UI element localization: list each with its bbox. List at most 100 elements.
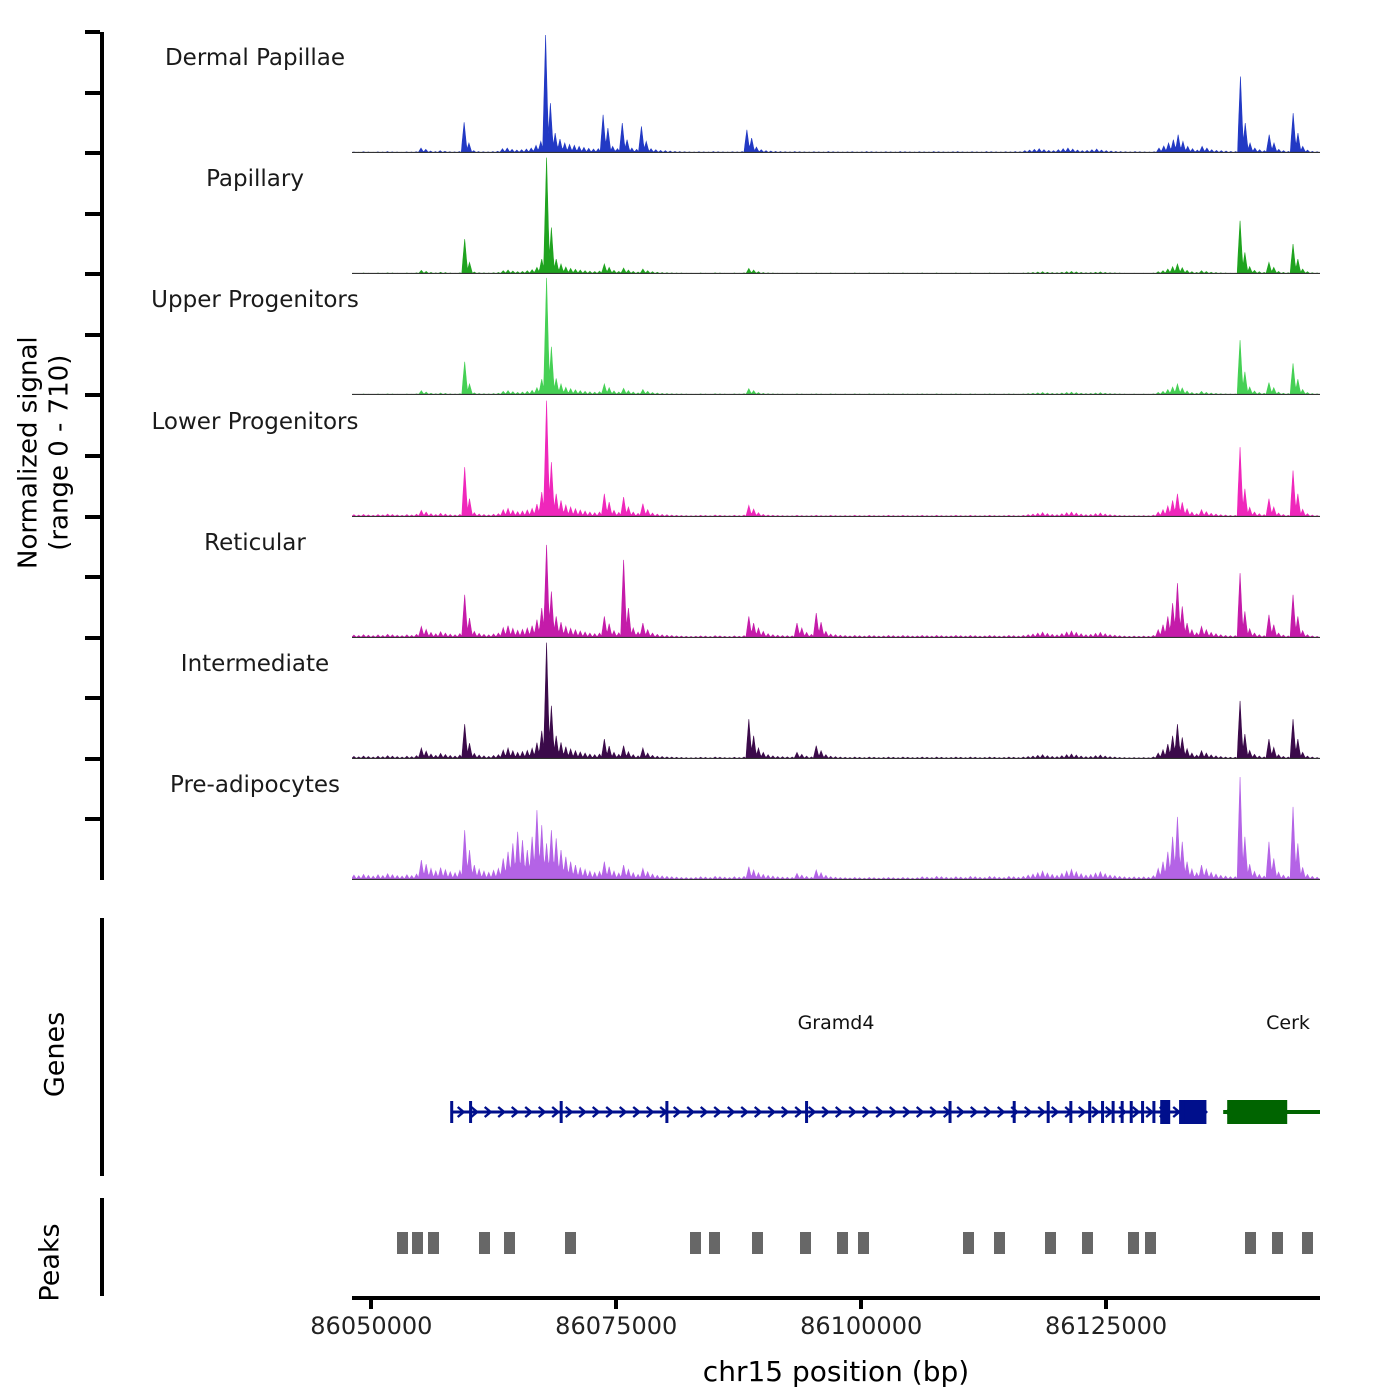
strand-arrow-icon	[699, 1106, 709, 1118]
gene-label-gramd4: Gramd4	[797, 1012, 875, 1034]
peak-block	[1081, 1232, 1093, 1254]
gene-exon	[1046, 1101, 1050, 1123]
peak-block	[1144, 1232, 1156, 1254]
track-label-upper-progenitors: Upper Progenitors	[151, 287, 359, 314]
strand-arrow-icon	[1077, 1106, 1087, 1118]
signal-area	[352, 642, 1320, 759]
peak-block	[993, 1232, 1005, 1254]
x-axis-tick	[859, 1296, 864, 1309]
signal-area-svg	[352, 642, 1320, 759]
gene-label-cerk: Cerk	[1266, 1012, 1310, 1034]
gene-exon	[1227, 1100, 1288, 1124]
x-axis-spine	[352, 1296, 1320, 1300]
peak-blocks-track	[352, 1232, 1320, 1260]
signal-area	[352, 776, 1320, 880]
gene-exon	[1101, 1101, 1105, 1123]
gene-exon	[1012, 1101, 1016, 1123]
y-axis-tick	[85, 393, 100, 398]
strand-arrow-icon	[861, 1106, 871, 1118]
y-axis-tick	[85, 272, 100, 277]
peak-block	[1271, 1232, 1283, 1254]
strand-arrow-icon	[780, 1106, 790, 1118]
signal-track-lower-progenitors	[352, 399, 1320, 517]
strand-arrow-icon	[1145, 1106, 1155, 1118]
signal-area-svg	[352, 35, 1320, 154]
y-axis-tick	[85, 514, 100, 519]
peak-block	[800, 1232, 812, 1254]
signal-y-axis-spine	[100, 32, 104, 880]
peak-block	[1045, 1232, 1057, 1254]
gene-exon	[1141, 1101, 1145, 1123]
strand-arrow-icon	[686, 1106, 696, 1118]
signal-area-svg	[352, 544, 1320, 638]
peak-block	[858, 1232, 870, 1254]
peak-block	[428, 1232, 440, 1254]
signal-area	[352, 35, 1320, 154]
strand-arrow-icon	[740, 1106, 750, 1118]
signal-track-dermal-papillae	[352, 35, 1320, 154]
gene-exon	[805, 1101, 809, 1123]
y-axis-tick	[85, 454, 100, 458]
peak-block	[396, 1232, 408, 1254]
track-label-papillary: Papillary	[206, 166, 304, 193]
gene-exon	[1152, 1101, 1156, 1123]
peak-block	[412, 1232, 424, 1254]
x-axis-label: chr15 position (bp)	[702, 1355, 970, 1388]
strand-arrow-icon	[996, 1106, 1006, 1118]
genes-panel-label: Genes	[39, 1011, 71, 1098]
gene-models-svg	[450, 1100, 1320, 1124]
x-axis-tick	[614, 1296, 619, 1309]
strand-arrow-icon	[618, 1106, 628, 1118]
strand-arrow-icon	[645, 1106, 655, 1118]
peaks-panel-spine	[100, 1198, 104, 1296]
signal-track-papillary	[352, 156, 1320, 275]
x-axis-tick-label: 86050000	[310, 1312, 433, 1340]
peak-block	[689, 1232, 701, 1254]
y-axis-tick	[85, 756, 100, 761]
strand-arrow-icon	[564, 1106, 574, 1118]
strand-arrow-icon	[767, 1106, 777, 1118]
strand-arrow-icon	[956, 1106, 966, 1118]
strand-arrow-icon	[551, 1106, 561, 1118]
strand-arrow-icon	[753, 1106, 763, 1118]
signal-area-svg	[352, 400, 1320, 517]
x-axis-tick	[1104, 1296, 1109, 1309]
strand-arrow-icon	[983, 1106, 993, 1118]
strand-arrow-icon	[794, 1106, 804, 1118]
strand-arrow-icon	[807, 1106, 817, 1118]
strand-arrow-icon	[888, 1106, 898, 1118]
x-axis-tick-label: 86075000	[555, 1312, 678, 1340]
strand-arrow-icon	[483, 1106, 493, 1118]
peak-block	[1301, 1232, 1313, 1254]
strand-arrow-icon	[821, 1106, 831, 1118]
strand-arrow-icon	[726, 1106, 736, 1118]
signal-area	[352, 157, 1320, 275]
strand-arrow-icon	[456, 1106, 466, 1118]
genes-panel-spine	[100, 918, 104, 1176]
strand-arrow-icon	[524, 1106, 534, 1118]
strand-arrow-icon	[1224, 1106, 1233, 1118]
y-axis-tick	[85, 332, 100, 337]
gene-exon	[450, 1101, 454, 1123]
signal-area-svg	[352, 278, 1320, 396]
signal-track-upper-progenitors	[352, 277, 1320, 396]
strand-arrow-icon	[713, 1106, 723, 1118]
x-axis-tick-label: 86125000	[1044, 1312, 1168, 1340]
gene-models-track	[352, 1092, 1320, 1132]
y-axis-tick	[85, 696, 100, 701]
gene-exon	[559, 1101, 563, 1123]
track-label-pre-adipocytes: Pre-adipocytes	[169, 772, 341, 798]
x-axis-tick	[369, 1296, 374, 1309]
signal-track-reticular	[352, 520, 1320, 638]
signal-y-axis-label: Normalized signal (range 0 - 710)	[13, 336, 74, 569]
peak-block	[962, 1232, 974, 1254]
track-label-lower-progenitors: Lower Progenitors	[151, 408, 359, 435]
gene-exon	[1069, 1101, 1073, 1123]
y-axis-tick	[85, 635, 100, 640]
peaks-panel-label: Peaks	[34, 1223, 66, 1302]
strand-arrow-icon	[497, 1106, 507, 1118]
strand-arrow-icon	[632, 1106, 642, 1118]
gene-exon	[948, 1101, 952, 1123]
strand-arrow-icon	[1091, 1106, 1101, 1118]
